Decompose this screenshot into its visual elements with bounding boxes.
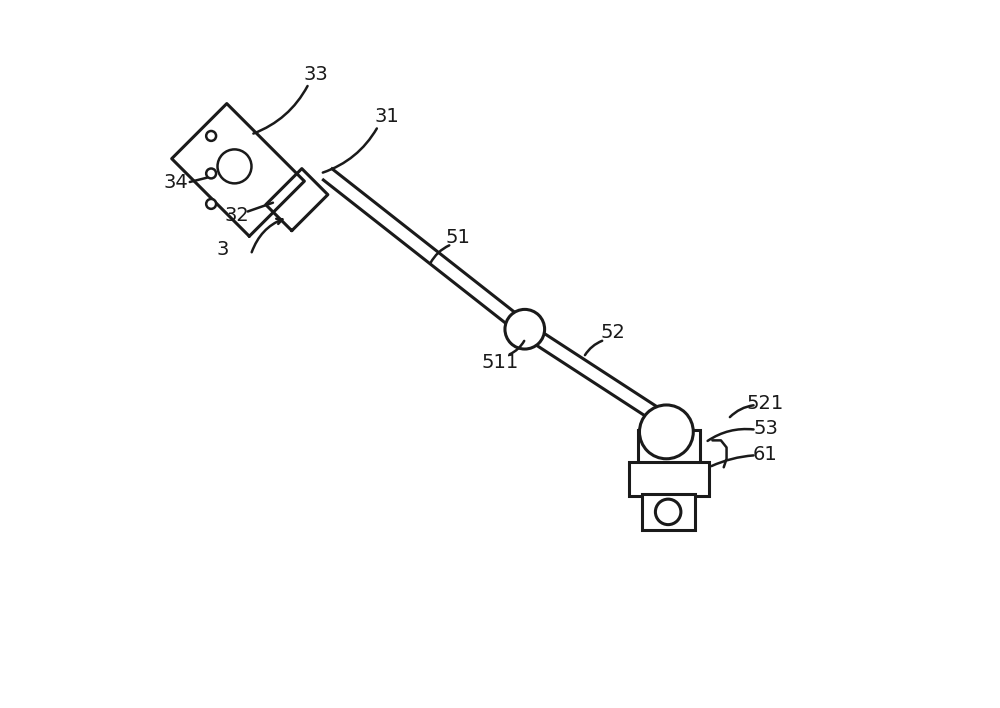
Text: 32: 32 bbox=[224, 207, 249, 225]
Bar bbox=[629, 462, 709, 496]
Circle shape bbox=[655, 499, 681, 525]
Text: 521: 521 bbox=[747, 394, 784, 413]
Text: 51: 51 bbox=[445, 228, 470, 246]
Text: 3: 3 bbox=[216, 241, 229, 259]
Polygon shape bbox=[266, 169, 328, 231]
Text: 31: 31 bbox=[374, 108, 399, 126]
Text: 53: 53 bbox=[753, 419, 778, 438]
Polygon shape bbox=[172, 103, 304, 236]
Circle shape bbox=[206, 199, 216, 209]
Bar bbox=[638, 430, 700, 464]
Text: 511: 511 bbox=[481, 353, 519, 372]
Text: 34: 34 bbox=[163, 173, 188, 192]
Circle shape bbox=[206, 131, 216, 141]
Text: 33: 33 bbox=[304, 65, 328, 84]
Text: 52: 52 bbox=[601, 324, 626, 342]
Text: 61: 61 bbox=[753, 445, 778, 464]
Bar bbox=[642, 494, 695, 530]
Circle shape bbox=[206, 169, 216, 178]
Circle shape bbox=[639, 405, 693, 459]
Circle shape bbox=[218, 149, 251, 183]
Circle shape bbox=[505, 309, 545, 349]
